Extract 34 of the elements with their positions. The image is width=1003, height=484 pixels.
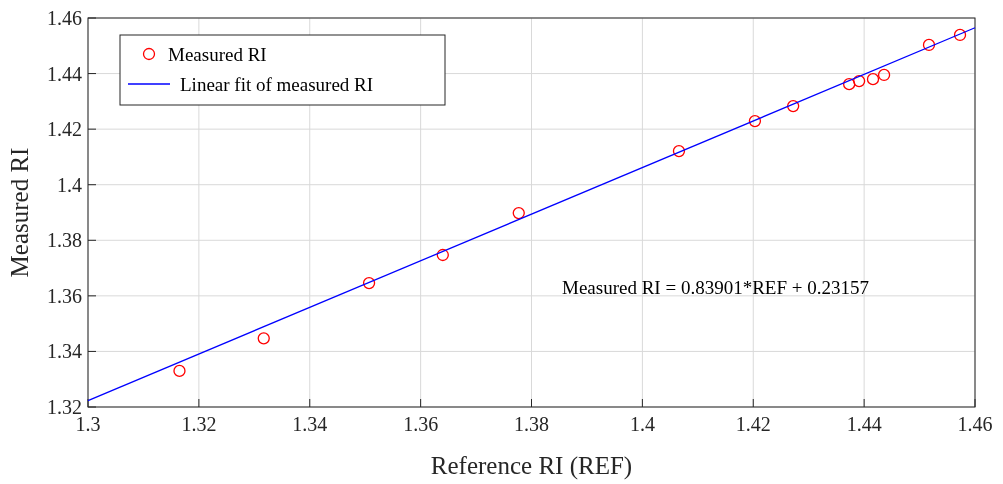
x-tick-label: 1.46 [957,413,993,435]
point [748,114,762,128]
x-tick-label: 1.38 [514,413,549,435]
point [257,332,270,345]
x-tick-label: 1.36 [403,413,439,435]
point [672,144,686,158]
annotation: Measured RI = 0.83901*REF + 0.23157 [562,277,869,298]
y-tick-label: 1.46 [47,7,82,29]
y-tick-label: 1.42 [47,118,82,141]
y-axis-title: Measured RI [6,147,33,278]
x-axis-title: Reference RI (REF) [430,452,633,480]
y-tick-label: 1.34 [47,340,82,363]
legend-label: Measured RI [168,43,267,65]
legend-label: Linear fit of measured RI [180,73,374,95]
y-tick-label: 1.36 [47,284,82,307]
point [362,276,376,290]
y-tick-label: 1.4 [57,173,82,196]
x-tick-label: 1.42 [735,413,771,435]
x-tick-label: 1.4 [629,413,655,435]
point [866,72,880,86]
y-tick-label: 1.38 [47,229,82,252]
x-tick-label: 1.44 [846,413,882,435]
point [512,206,525,220]
point [922,38,936,52]
point [843,77,856,91]
point [173,364,186,378]
point [787,99,800,113]
point [852,74,866,88]
x-tick-label: 1.32 [181,413,217,435]
point [877,68,891,82]
y-tick-label: 1.44 [47,62,82,85]
point [953,28,967,42]
x-tick-label: 1.34 [292,413,328,435]
point [436,248,449,262]
